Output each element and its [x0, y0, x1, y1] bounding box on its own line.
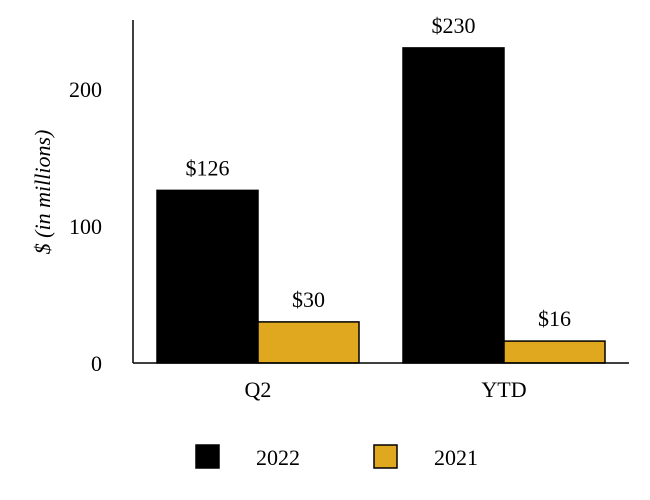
y-tick-label: 0	[91, 351, 102, 376]
legend-label: 2021	[434, 445, 478, 470]
bar-2021-ytd	[503, 340, 606, 364]
y-axis-title: $ (in millions)	[30, 130, 55, 255]
y-tick-label: 200	[69, 77, 102, 102]
y-tick-label: 100	[69, 214, 102, 239]
x-category-label: YTD	[481, 377, 526, 402]
data-label: $30	[292, 287, 325, 312]
legend: 2022 2021	[195, 444, 478, 470]
legend-label: 2022	[256, 445, 300, 470]
legend-swatch-2021	[373, 444, 398, 469]
data-labels: $126 $30 $230 $16	[186, 13, 572, 331]
data-label: $126	[186, 155, 230, 180]
bars	[156, 47, 606, 364]
data-label: $230	[432, 13, 476, 38]
x-axis-categories: Q2 YTD	[245, 377, 527, 402]
y-axis-ticks: 0 100 200	[69, 77, 102, 376]
axes	[132, 20, 629, 364]
x-category-label: Q2	[245, 377, 272, 402]
bar-2022-ytd	[402, 47, 505, 364]
bar-2021-q2	[257, 321, 360, 364]
bar-2022-q2	[156, 189, 259, 364]
legend-swatch-2022	[195, 444, 220, 469]
data-label: $16	[538, 306, 571, 331]
